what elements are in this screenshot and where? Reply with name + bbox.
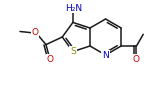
Text: O: O <box>32 28 39 37</box>
Text: S: S <box>70 47 76 56</box>
Text: O: O <box>133 55 140 64</box>
Text: N: N <box>102 51 109 59</box>
Text: O: O <box>46 55 53 64</box>
Text: H₂N: H₂N <box>65 4 82 13</box>
